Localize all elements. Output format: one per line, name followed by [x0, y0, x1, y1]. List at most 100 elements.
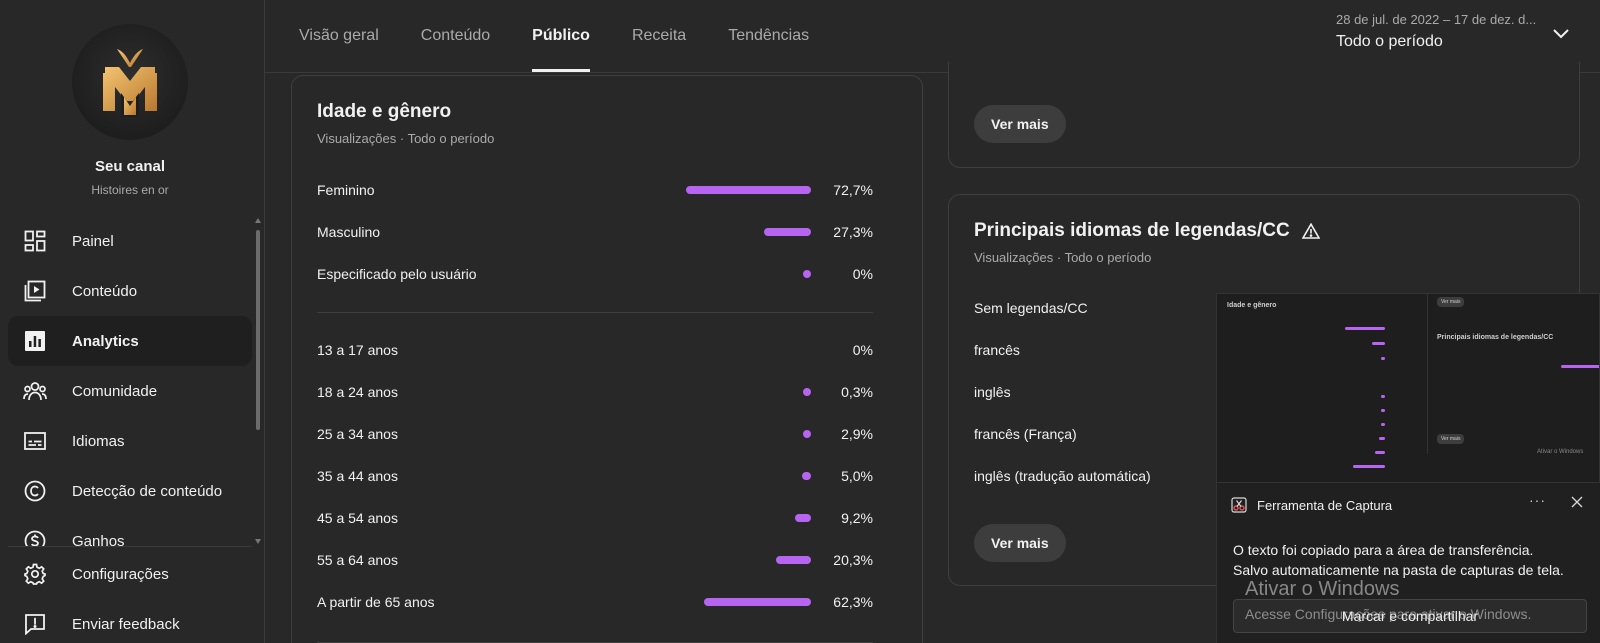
- row-bar: [802, 472, 811, 480]
- sidebar-item-languages[interactable]: Idiomas: [8, 416, 252, 466]
- screenshot-preview-thumbnail[interactable]: Idade e gênero Principais idiomas de leg…: [1216, 293, 1600, 483]
- language-row: francês (França): [974, 426, 1077, 442]
- toast-app-name: Ferramenta de Captura: [1257, 497, 1393, 513]
- date-range-period: Todo o período: [1336, 33, 1443, 50]
- see-more-button[interactable]: Ver mais: [974, 524, 1066, 562]
- date-range-picker[interactable]: 28 de jul. de 2022 – 17 de dez. d... Tod…: [1336, 12, 1536, 51]
- toast-message-line: O texto foi copiado para a área de trans…: [1233, 542, 1534, 558]
- row-label: 45 a 54 anos: [317, 510, 398, 526]
- age-gender-card: Idade e gênero Visualizações · Todo o pe…: [291, 75, 923, 643]
- row-value: 0,3%: [841, 384, 873, 400]
- age-row: 55 a 64 anos 20,3%: [317, 550, 873, 570]
- sidebar-item-earn[interactable]: Ganhos: [8, 516, 252, 546]
- tab-audience[interactable]: Público: [532, 0, 590, 72]
- preview-bar: [1381, 423, 1385, 426]
- age-row: 18 a 24 anos 0,3%: [317, 382, 873, 402]
- preview-button: Ver mais: [1437, 434, 1465, 444]
- row-label: Masculino: [317, 224, 381, 240]
- tab-overview[interactable]: Visão geral: [299, 27, 379, 44]
- sidebar-item-label: Detecção de conteúdo: [72, 482, 223, 500]
- age-row: 13 a 17 anos 0%: [317, 340, 873, 360]
- gender-row: Feminino 72,7%: [317, 180, 873, 200]
- header-divider: [265, 72, 1600, 73]
- preview-lang-title: Principais idiomas de legendas/CC: [1437, 334, 1554, 341]
- preview-bar: [1345, 327, 1385, 330]
- sidebar-item-label: Comunidade: [72, 382, 158, 400]
- row-bar: [703, 598, 811, 606]
- tab-revenue[interactable]: Receita: [631, 27, 687, 44]
- chevron-down-icon[interactable]: [1553, 26, 1569, 44]
- sidebar-item-label: Idiomas: [72, 432, 125, 450]
- close-icon[interactable]: [1571, 495, 1583, 513]
- gear-icon: [22, 561, 48, 587]
- channel-avatar[interactable]: [72, 24, 188, 140]
- sidebar-item-analytics[interactable]: Analytics: [8, 316, 252, 366]
- sidebar-item-community[interactable]: Comunidade: [8, 366, 252, 416]
- preview-button: Ver mais: [1437, 297, 1465, 307]
- snipping-tool-notification[interactable]: Ferramenta de Captura ··· O texto foi co…: [1216, 483, 1600, 643]
- watermark-text: Acesse Configurações para ativar o Windo…: [1245, 606, 1532, 622]
- language-row: inglês: [974, 384, 1011, 400]
- row-bar: [685, 186, 811, 194]
- sidebar-item-label: Enviar feedback: [72, 615, 180, 633]
- content-icon: [22, 278, 48, 304]
- mark-and-share-button[interactable]: Marcar e compartilhar: [1233, 599, 1587, 633]
- sidebar-item-feedback[interactable]: Enviar feedback: [8, 599, 252, 643]
- dashboard-icon: [22, 228, 48, 254]
- language-row: inglês (tradução automática): [974, 468, 1151, 484]
- sidebar-item-settings[interactable]: Configurações: [8, 549, 252, 599]
- tab-trends[interactable]: Tendências: [728, 27, 810, 44]
- row-value: 62,3%: [833, 594, 873, 610]
- row-value: 0%: [852, 266, 873, 282]
- row-value: 27,3%: [833, 224, 873, 240]
- sidebar-scrollbar[interactable]: [255, 218, 261, 544]
- preview-bar: [1372, 342, 1385, 345]
- preview-bar: [1381, 395, 1385, 398]
- previous-card: Ver mais: [948, 62, 1580, 168]
- sidebar-item-content-detection[interactable]: Detecção de conteúdo: [8, 466, 252, 516]
- gender-row: Especificado pelo usuário 0%: [317, 264, 873, 284]
- row-label: 55 a 64 anos: [317, 552, 398, 568]
- age-row: A partir de 65 anos 62,3%: [317, 592, 873, 612]
- card-subtitle: Visualizações · Todo o período: [317, 131, 495, 146]
- row-label: 35 a 44 anos: [317, 468, 398, 484]
- sidebar-item-label: Painel: [72, 232, 114, 250]
- sidebar-item-label: Ganhos: [72, 532, 125, 547]
- copyright-icon: [22, 478, 48, 504]
- card-title: Idade e gênero: [317, 101, 452, 122]
- see-more-button[interactable]: Ver mais: [974, 105, 1066, 143]
- row-label: 13 a 17 anos: [317, 342, 398, 358]
- sidebar-item-dashboard[interactable]: Painel: [8, 216, 252, 266]
- language-row: Sem legendas/CC: [974, 300, 1088, 316]
- row-label: 18 a 24 anos: [317, 384, 398, 400]
- warning-icon[interactable]: [1301, 223, 1320, 239]
- row-label: Feminino: [317, 182, 375, 198]
- row-value: 2,9%: [841, 426, 873, 442]
- toast-message-line: Salvo automaticamente na pasta de captur…: [1233, 562, 1564, 578]
- scroll-up-icon[interactable]: [255, 218, 261, 223]
- scrollbar-thumb[interactable]: [256, 230, 260, 430]
- row-label: A partir de 65 anos: [317, 594, 435, 610]
- row-value: 72,7%: [833, 182, 873, 198]
- snipping-tool-icon: [1231, 497, 1247, 513]
- gender-row: Masculino 27,3%: [317, 222, 873, 242]
- channel-name: Seu canal: [94, 158, 166, 175]
- sidebar-item-label: Configurações: [72, 565, 169, 583]
- sidebar-item-label: Conteúdo: [72, 282, 138, 300]
- date-range-text: 28 de jul. de 2022 – 17 de dez. d...: [1336, 12, 1537, 27]
- row-value: 9,2%: [841, 510, 873, 526]
- row-bar: [803, 388, 811, 396]
- card-title: Principais idiomas de legendas/CC: [974, 220, 1290, 241]
- preview-bar: [1381, 409, 1385, 412]
- sidebar-item-content[interactable]: Conteúdo: [8, 266, 252, 316]
- tab-content[interactable]: Conteúdo: [420, 27, 491, 44]
- language-row: francês: [974, 342, 1020, 358]
- row-value: 20,3%: [833, 552, 873, 568]
- scroll-down-icon[interactable]: [255, 539, 261, 544]
- row-label: 25 a 34 anos: [317, 426, 398, 442]
- sidebar: Seu canal Histoires en or Painel Conteúd…: [0, 0, 265, 643]
- more-options-icon[interactable]: ···: [1529, 492, 1546, 508]
- earn-icon: [22, 528, 48, 546]
- row-bar: [803, 270, 811, 278]
- preview-bar: [1375, 451, 1385, 454]
